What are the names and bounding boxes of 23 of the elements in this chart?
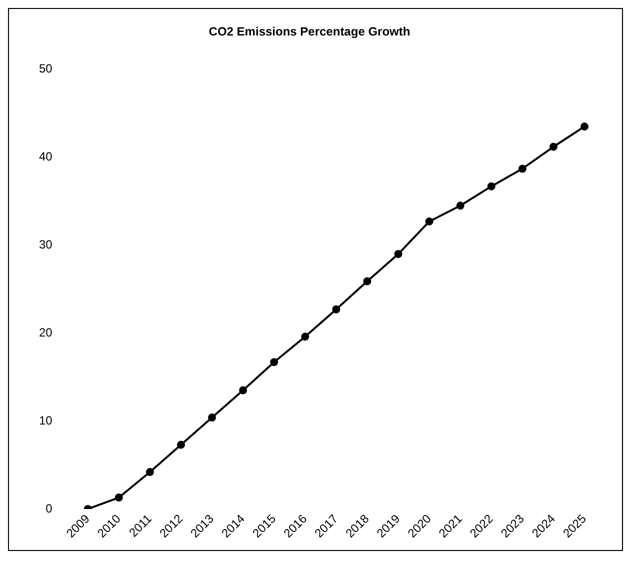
point (518, 164, 526, 173)
point (176, 440, 185, 449)
point (363, 277, 372, 286)
point (332, 305, 340, 314)
point (580, 122, 588, 131)
point (456, 202, 464, 210)
point (301, 332, 310, 341)
point (270, 358, 278, 366)
y-tick-label: 40 (38, 150, 53, 164)
y-tick-label: 0 (46, 501, 53, 516)
y-tick-label: 10 (38, 413, 53, 428)
y-tick-label: 20 (38, 325, 53, 340)
chart-title: CO2 Emissions Percentage Growth (208, 24, 410, 39)
point (114, 494, 123, 502)
point (549, 142, 558, 151)
point (425, 217, 434, 226)
y-tick-label: 50 (38, 62, 53, 76)
point (487, 182, 496, 190)
point (208, 414, 216, 422)
y-tick-label: 30 (38, 238, 53, 252)
point (146, 468, 154, 476)
point (239, 386, 248, 394)
point (394, 250, 402, 258)
